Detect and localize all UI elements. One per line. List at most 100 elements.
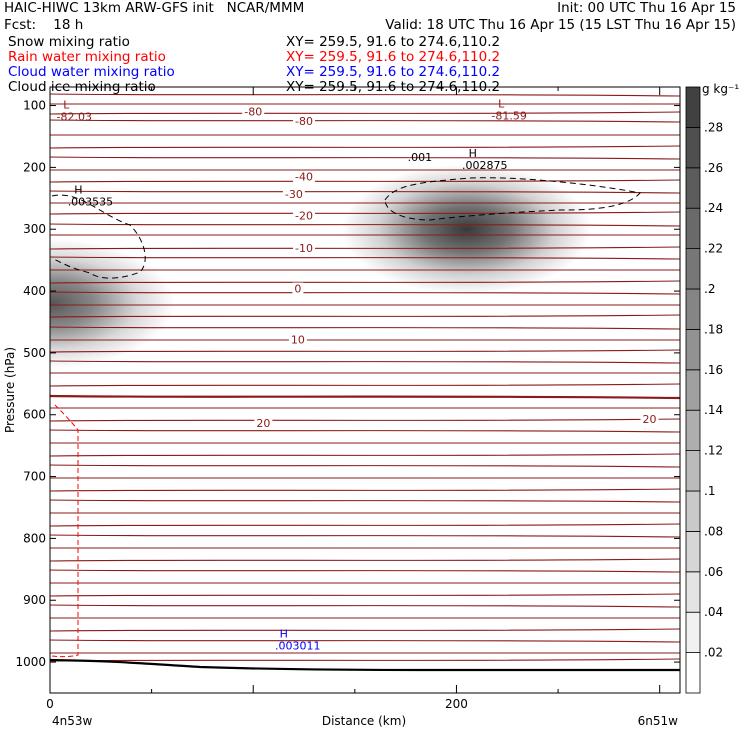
snow-shading	[50, 164, 592, 369]
temperature-contour-line	[50, 111, 680, 115]
y-tick-label: 600	[23, 408, 46, 422]
temperature-contour-line	[50, 534, 680, 538]
colorbar-bin	[685, 127, 701, 169]
temperature-contour-line	[50, 119, 680, 123]
colorbar-label: .28	[704, 120, 723, 134]
x-tick-label: 0	[46, 697, 54, 711]
colorbar-label: .06	[704, 565, 723, 579]
colorbar-bin	[685, 409, 701, 452]
temperature-label: 10	[291, 333, 305, 346]
temperature-contour-line	[50, 280, 680, 284]
colorbar-bin	[685, 531, 701, 573]
temperature-label: 20	[256, 417, 270, 430]
header-forecast: Fcst: 18 h	[4, 17, 84, 33]
ice-high-value: .003535	[68, 195, 114, 208]
temperature-contour-line	[50, 93, 680, 97]
temperature-label-bg	[288, 333, 307, 347]
temperature-label-bg	[293, 170, 316, 184]
temperature-label-bg	[254, 416, 273, 430]
temperature-contours	[50, 93, 680, 662]
colorbar-label: .2	[704, 282, 715, 296]
header-title: HAIC-HIWC 13km ARW-GFS init NCAR/MMM	[4, 0, 305, 16]
temperature-contour-line	[50, 464, 680, 468]
header-init: Init: 00 UTC Thu 16 Apr 15	[557, 0, 736, 16]
colorbar-label: .26	[704, 161, 723, 175]
temperature-low-marker: L	[63, 99, 70, 112]
temperature-label: -80	[295, 115, 313, 128]
temperature-label-bg	[293, 115, 316, 129]
colorbar-label: .08	[704, 524, 723, 538]
cloud-water-high-marker: H	[280, 627, 288, 640]
temperature-contour-line	[50, 223, 680, 227]
y-tick-label: 1000	[15, 655, 46, 669]
colorbar-bin	[685, 288, 701, 330]
temperature-contour-line	[50, 523, 680, 527]
temperature-contour-line	[50, 499, 680, 503]
colorbar-bin	[685, 611, 701, 654]
colorbar-bin	[685, 490, 701, 532]
colorbar-bin	[685, 328, 701, 371]
temperature-contour-line	[50, 628, 680, 632]
y-tick-label: 900	[23, 593, 46, 607]
colorbar-bin	[685, 207, 701, 249]
x-right-end-label: 6n51w	[638, 714, 679, 728]
temperature-low-value: -82.03	[57, 111, 92, 124]
terrain-line	[50, 658, 680, 672]
ice-contours	[51, 177, 641, 279]
header-valid: Valid: 18 UTC Thu 16 Apr 15 (15 LST Thu …	[385, 17, 736, 33]
temperature-contour-line	[50, 418, 680, 422]
legend-snow-xy: XY= 259.5, 91.6 to 274.6,110.2	[286, 34, 501, 50]
colorbar-unit: g kg⁻¹	[702, 82, 739, 96]
colorbar-bin	[685, 86, 701, 128]
legend-snow: Snow mixing ratio	[8, 34, 130, 50]
temperature-low-value: -81.59	[491, 109, 526, 122]
temperature-label: -20	[295, 210, 313, 223]
ice-contour-upper	[384, 177, 641, 221]
temperature-label: -30	[285, 188, 303, 201]
x-tick-label: 200	[445, 697, 468, 711]
temperature-contour-line	[50, 179, 680, 183]
temperature-contour-line	[50, 604, 680, 608]
rain-contour	[51, 404, 79, 658]
temperature-contour-line	[50, 291, 680, 295]
colorbar-label: .02	[704, 646, 723, 660]
colorbar-label: .14	[704, 403, 723, 417]
temperature-label: -80	[244, 106, 262, 119]
colorbar-label: .16	[704, 363, 723, 377]
colorbar: .02 .04 .06 .08 .1 .12 .14 .16 .18 .2 .22 .24 .26 .28…	[685, 82, 739, 694]
temperature-contour-line	[50, 383, 680, 387]
temperature-contour-line	[50, 488, 680, 492]
temperature-label-bg	[292, 282, 304, 296]
temperature-contour-line	[50, 190, 680, 194]
temperature-contour-line	[50, 211, 680, 215]
temperature-contour-line	[50, 593, 680, 597]
temperature-contour-line	[50, 429, 680, 433]
temperature-contour-line	[50, 246, 680, 250]
temperature-contour-line	[50, 314, 680, 318]
temperature-label: 0	[294, 283, 301, 296]
colorbar-bin	[685, 248, 701, 290]
temperature-contour-line	[50, 145, 680, 149]
temperature-contour-line	[50, 360, 680, 364]
terrain-line	[50, 658, 680, 672]
colorbar-bin	[685, 450, 701, 492]
ice-high-value: .002875	[462, 159, 508, 172]
colorbar-label: .22	[704, 242, 723, 256]
legend-rain-xy: XY= 259.5, 91.6 to 274.6,110.2	[286, 49, 501, 65]
temperature-contour-line	[50, 156, 680, 160]
temperature-label: 20	[643, 413, 657, 426]
y-tick-label: 200	[23, 160, 46, 174]
temperature-label: -40	[295, 171, 313, 184]
temperature-contour-line	[50, 569, 680, 573]
temperature-contour-line	[50, 658, 680, 662]
colorbar-bin	[685, 167, 701, 209]
ice-contour-label: .001	[408, 151, 433, 164]
legend-cloud-water-xy: XY= 259.5, 91.6 to 274.6,110.2	[286, 64, 501, 80]
temperature-contour-line	[50, 326, 680, 330]
temperature-contour-line	[50, 558, 680, 562]
cloud-water-high-value: .003011	[275, 639, 321, 652]
temperature-label-bg	[293, 241, 316, 255]
ice-contour-left	[51, 194, 146, 279]
temperature-contour-line	[50, 639, 680, 643]
temperature-contour-line	[50, 256, 680, 260]
